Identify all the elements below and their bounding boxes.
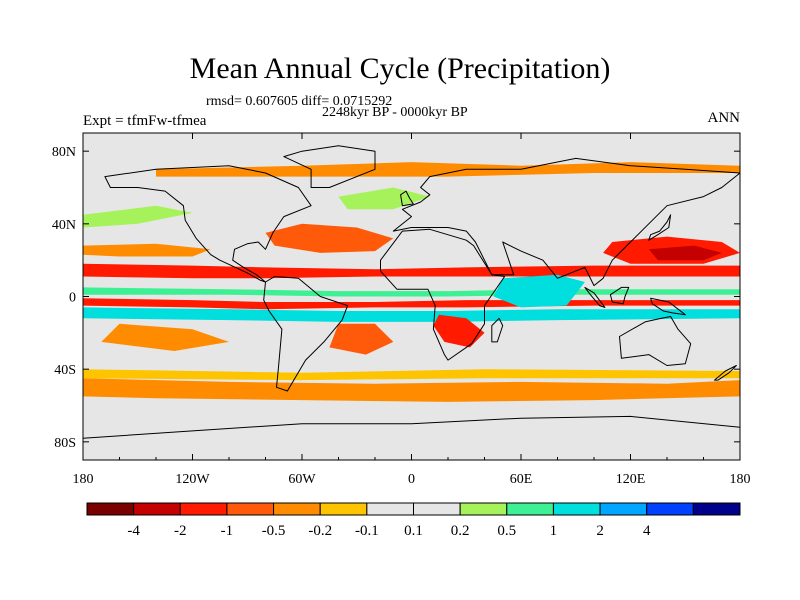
colorbar-swatch: [646, 502, 694, 516]
region-subtropical-north-orange: [83, 243, 211, 257]
season-label: ANN: [707, 110, 741, 126]
coastline-madagascar: [491, 317, 504, 343]
colorbar-label: 1: [550, 523, 558, 539]
colorbar-swatch: [413, 502, 461, 516]
colorbar-label: -1: [221, 523, 234, 539]
colorbar-label: -0.2: [308, 523, 332, 539]
region-arctic-orange: [156, 162, 740, 177]
region-southern-ocean-yellow: [83, 369, 740, 381]
colorbar-swatch: [133, 502, 181, 516]
region-zonal-band-south-equator: [83, 298, 740, 310]
colorbar-label: 2: [596, 523, 604, 539]
x-tick-label: 0: [408, 472, 415, 487]
colorbar-label: 4: [643, 523, 651, 539]
coastline-new-zealand: [714, 365, 737, 381]
coastline-borneo: [609, 286, 630, 305]
colorbar-swatch: [226, 502, 275, 516]
region-indian-ocean-cyan: [493, 274, 585, 308]
region-southern-africa-red: [433, 314, 485, 348]
region-west-pacific-dark: [648, 245, 722, 261]
colorbar-swatch: [179, 502, 228, 516]
experiment-label: Expt = tfmFw-tfmea: [83, 113, 207, 129]
x-tick-label: 60E: [510, 472, 533, 487]
colorbar-label: -0.5: [262, 523, 286, 539]
coastline-uk: [400, 190, 414, 207]
region-north-atlantic-orange: [265, 223, 394, 253]
colorbar-label: 0.1: [404, 523, 423, 539]
coastline-antarctica: [83, 415, 740, 460]
colorbar-label: 0.5: [497, 523, 516, 539]
y-tick-label: 80S: [54, 436, 76, 451]
coastline-eurasia: [392, 157, 740, 287]
y-tick-label: 80N: [52, 145, 76, 160]
x-tick-label: 60W: [288, 472, 316, 487]
chart-title: Mean Annual Cycle (Precipitation): [189, 52, 611, 85]
colorbar-swatch: [366, 502, 415, 516]
region-zonal-band-north-pacific: [83, 263, 740, 279]
colorbar-swatch: [552, 502, 601, 516]
rmsd-diff-stats: rmsd= 0.607605 diff= 0.0715292: [206, 94, 393, 109]
coastline-new-guinea: [650, 297, 686, 316]
precipitation-regions: [83, 162, 740, 402]
time-period-label: 2248kyr BP - 0000kyr BP: [322, 105, 468, 120]
colorbar-swatch: [319, 502, 368, 516]
region-south-atlantic-orange: [329, 323, 394, 355]
coastline-japan: [648, 214, 672, 241]
coastline-greenland: [283, 145, 376, 188]
coastline-south-america: [263, 276, 349, 392]
colorbar-label: 0.2: [451, 523, 470, 539]
y-tick-label: 40S: [54, 363, 76, 378]
y-tick-label: 0: [69, 291, 76, 306]
axis-ticks: 180 120W 60W 0 60E 120E 180 80N 40N 0 40S 80S: [52, 133, 751, 487]
region-south-pacific-orange: [101, 323, 229, 351]
colorbar-swatch: [692, 502, 741, 516]
x-tick-label: 180: [73, 472, 94, 487]
coastline-north-america: [104, 165, 312, 283]
colorbar-label: -4: [127, 523, 140, 539]
colorbar-swatch: [86, 502, 135, 516]
x-tick-label: 120W: [175, 472, 210, 487]
x-tick-label: 180: [730, 472, 751, 487]
y-tick-label: 40N: [52, 218, 76, 233]
colorbar-label: -0.1: [355, 523, 379, 539]
coastline-australia: [619, 316, 692, 366]
coastline-sumatra: [584, 286, 606, 308]
colorbar-label: -2: [174, 523, 187, 539]
colorbar-swatch: [273, 502, 321, 516]
colorbar: -4 -2 -1 -0.5 -0.2 -0.1 0.1 0.2 0.5 1 2 4: [86, 502, 741, 539]
x-tick-label: 120E: [616, 472, 646, 487]
region-north-pacific-green: [83, 205, 193, 228]
colorbar-swatch: [506, 502, 554, 516]
colorbar-swatch: [599, 502, 648, 516]
region-southern-ocean-orange: [83, 378, 740, 402]
coastline-africa: [380, 228, 506, 361]
region-band-tropics-cyan-b: [83, 307, 740, 322]
coastlines: [83, 145, 740, 460]
colorbar-swatch: [459, 502, 508, 516]
